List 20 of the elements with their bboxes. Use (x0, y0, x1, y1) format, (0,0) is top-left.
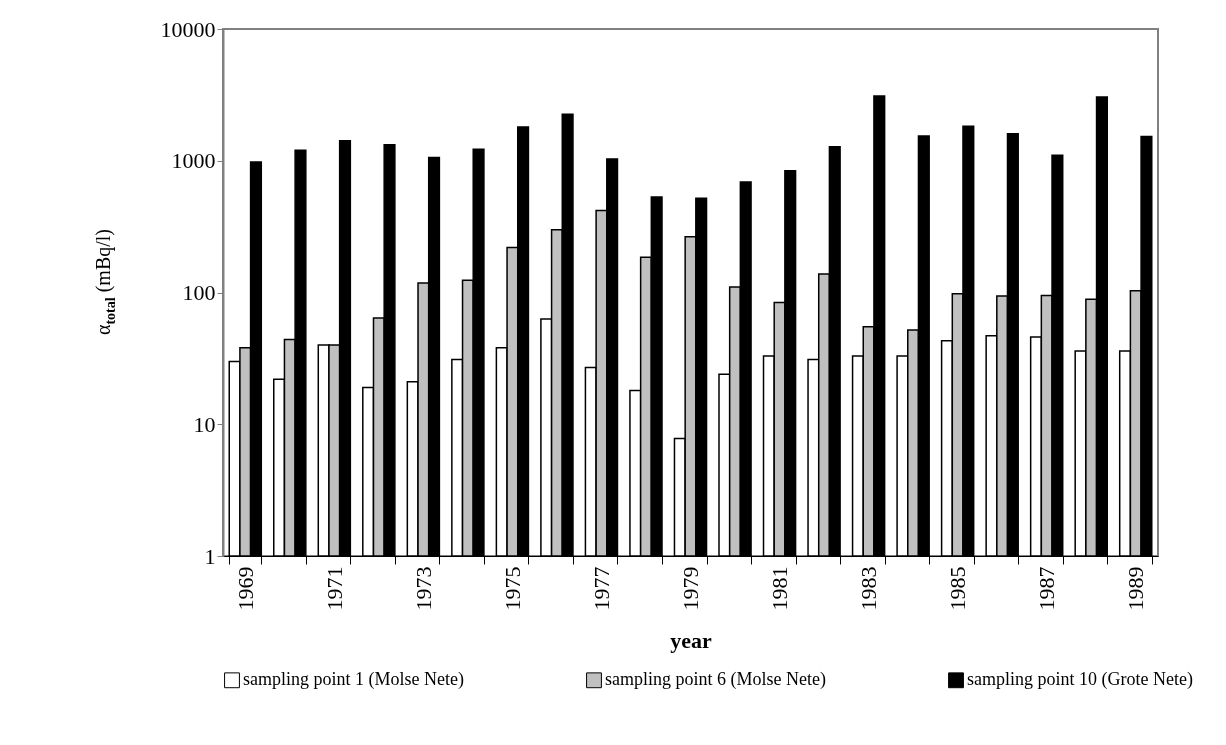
y-tick-label: 1000 (171, 148, 216, 174)
x-tick-label: 1969 (232, 566, 258, 611)
x-tick-label: 1973 (410, 566, 436, 611)
legend-label: sampling point 6 (Molse Nete) (605, 669, 826, 691)
x-tick-label: 1985 (945, 566, 971, 611)
y-tick-label: 1 (204, 543, 216, 569)
x-tick-label: 1979 (678, 566, 703, 611)
y-tick-label: 10 (193, 411, 216, 437)
x-tick-label: 1987 (1034, 566, 1060, 611)
x-tick-label: 1977 (588, 566, 614, 611)
y-tick-label: 10000 (160, 16, 216, 42)
y-tick-label: 100 (182, 280, 216, 305)
x-tick-label: 1975 (499, 566, 525, 611)
legend-label: sampling point 10 (Grote Nete) (967, 669, 1193, 691)
x-tick-label: 1971 (321, 566, 347, 611)
legend-label: sampling point 1 (Molse Nete) (243, 669, 464, 691)
x-tick-label: 1981 (767, 566, 793, 611)
x-tick-label: 1983 (856, 566, 882, 611)
x-tick-label: 1989 (1123, 566, 1149, 611)
x-axis-title: year (670, 627, 712, 653)
